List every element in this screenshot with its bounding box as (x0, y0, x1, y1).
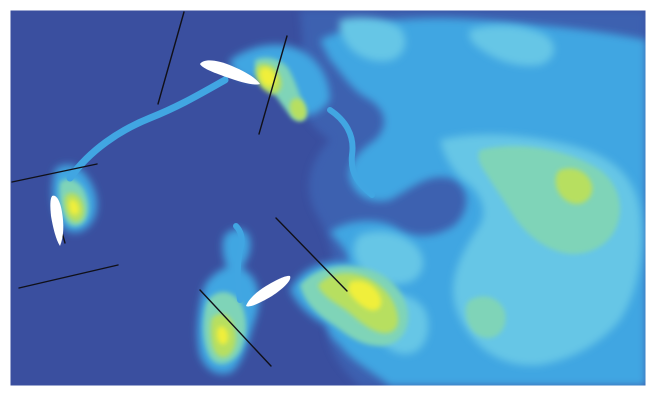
wake-filament-3 (327, 107, 375, 198)
contour-level-6 (68, 67, 382, 345)
airfoil-left (50, 195, 64, 246)
reference-line-5 (18, 264, 119, 289)
airfoil-bottom (246, 275, 291, 307)
reference-line-1 (157, 11, 185, 105)
reference-line-6 (275, 217, 348, 292)
reference-line-3 (11, 163, 98, 183)
field-border (9, 9, 647, 387)
reference-line-7 (199, 289, 272, 367)
wake-filament-2 (233, 223, 245, 303)
reference-lines (11, 11, 348, 367)
contour-level-5 (64, 64, 593, 358)
airfoils (50, 60, 291, 307)
reference-line-2 (258, 35, 288, 135)
airfoil-small (233, 75, 252, 82)
wake-filament-1 (66, 76, 229, 182)
wake-filaments (66, 76, 375, 303)
